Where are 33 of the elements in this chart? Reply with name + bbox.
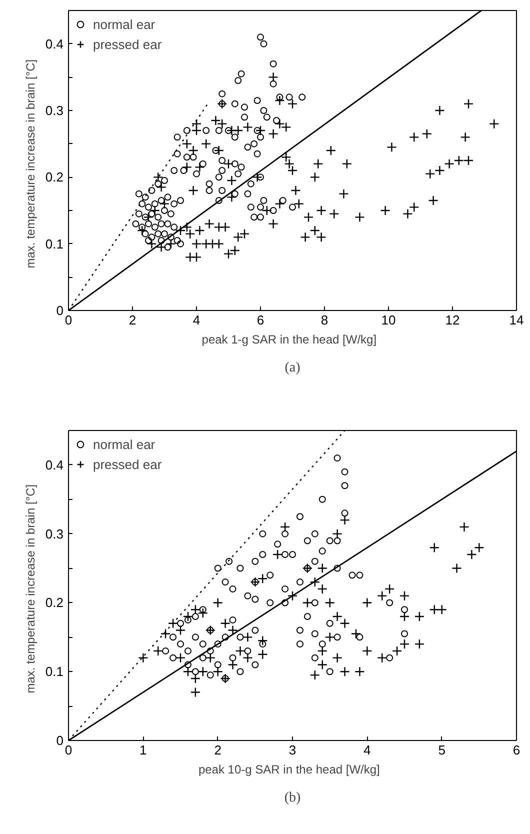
x-axis-title: peak 10-g SAR in the head [W/kg] xyxy=(198,762,380,776)
x-tick-label: 12 xyxy=(445,312,460,328)
x-axis-title: peak 1-g SAR in the head [W/kg] xyxy=(202,332,377,346)
x-tick-label: 6 xyxy=(512,742,520,758)
y-tick-label: 0.4 xyxy=(45,457,64,472)
x-tick-label: 14 xyxy=(509,312,524,328)
x-tick-label: 2 xyxy=(128,312,136,328)
text: (b) xyxy=(284,790,301,806)
x-tick-label: 3 xyxy=(288,742,296,758)
y-tick-label: 0.3 xyxy=(45,103,64,118)
x-tick-label: 8 xyxy=(320,312,328,328)
legend-label: normal ear xyxy=(93,16,156,32)
y-tick-label: 0.3 xyxy=(45,526,64,542)
x-tick-label: 4 xyxy=(364,742,371,758)
x-tick-label: 2 xyxy=(214,742,222,758)
x-tick-label: 1 xyxy=(140,742,147,758)
y-axis-title: max. temperature increase in brain [°C] xyxy=(23,59,38,268)
y-tick-label: 0.2 xyxy=(45,170,64,185)
legend-label: pressed ear xyxy=(93,456,162,472)
legend-label: normal ear xyxy=(93,436,156,452)
y-tick-label: 0.1 xyxy=(45,664,64,680)
y-tick-label: 0.1 xyxy=(45,236,64,252)
text: (a) xyxy=(284,360,301,376)
y-tick-label: 0.4 xyxy=(45,36,64,52)
y-axis-title: max. temperature increase in brain [°C] xyxy=(23,484,38,694)
legend-label: pressed ear xyxy=(93,36,162,52)
x-tick-label: 4 xyxy=(192,312,200,328)
y-tick-label: 0.2 xyxy=(45,595,64,610)
x-tick-label: 6 xyxy=(256,312,264,328)
x-tick-label: 10 xyxy=(381,312,396,328)
y-tick-label: 0 xyxy=(56,733,64,748)
y-tick-label: 0 xyxy=(56,303,64,318)
x-tick-label: 5 xyxy=(438,742,446,758)
